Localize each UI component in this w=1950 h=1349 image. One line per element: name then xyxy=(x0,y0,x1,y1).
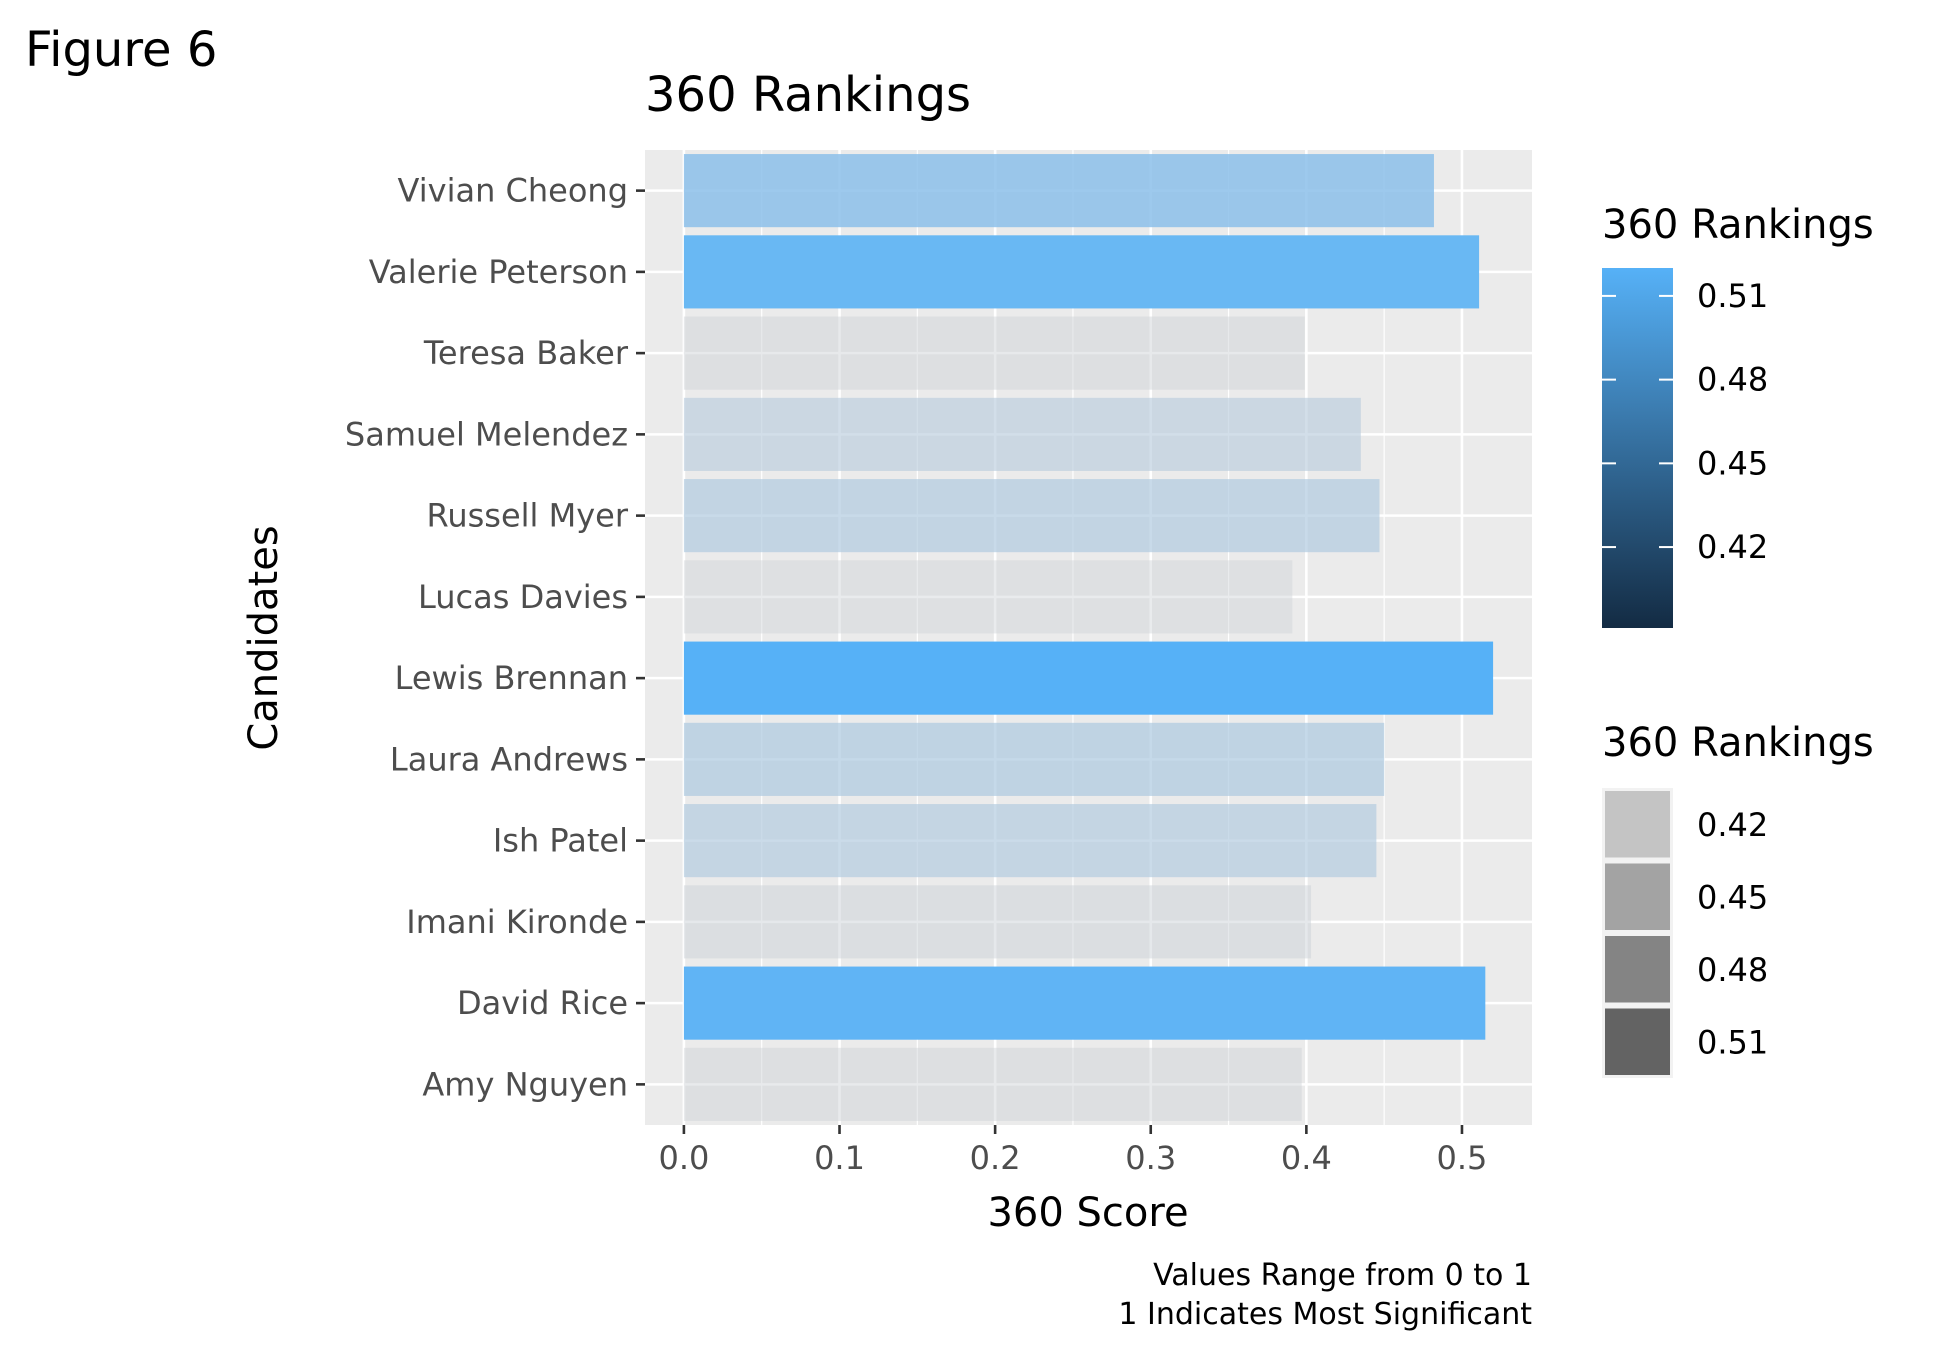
colorbar-tick-label: 0.48 xyxy=(1697,361,1768,399)
y-tick-label: Ish Patel xyxy=(493,822,628,860)
caption-line-2: 1 Indicates Most Significant xyxy=(1118,1297,1532,1332)
alpha-legend-label: 0.51 xyxy=(1697,1024,1768,1062)
caption-line-1: Values Range from 0 to 1 xyxy=(1153,1258,1532,1293)
bar xyxy=(683,235,1480,309)
y-axis: Amy Nguyen David Rice Imani Kironde Ish Pat… xyxy=(345,172,645,1103)
alpha-legend-label: 0.48 xyxy=(1697,951,1768,989)
colorbar-tick-label: 0.51 xyxy=(1697,277,1768,315)
y-tick-label: Vivian Cheong xyxy=(398,172,628,210)
y-tick-label: Laura Andrews xyxy=(390,740,628,778)
colorbar-ticks: 0.42 0.45 0.48 0.51 xyxy=(1602,277,1768,566)
x-tick-label: 0.0 xyxy=(658,1139,709,1177)
bar xyxy=(683,966,1486,1040)
alpha-legend-swatch xyxy=(1605,936,1670,1003)
bar xyxy=(683,641,1494,715)
x-tick-label: 0.4 xyxy=(1281,1139,1332,1177)
y-tick-label: Valerie Peterson xyxy=(369,253,628,291)
y-tick-label: Amy Nguyen xyxy=(422,1065,628,1103)
y-tick-label: David Rice xyxy=(457,984,628,1022)
bar xyxy=(683,804,1377,878)
colorbar-tick-label: 0.45 xyxy=(1697,444,1768,482)
bar xyxy=(683,885,1312,959)
bar xyxy=(683,560,1293,634)
x-tick-label: 0.1 xyxy=(814,1139,865,1177)
figure-label: Figure 6 xyxy=(25,22,217,78)
bar xyxy=(683,316,1305,390)
bars-group xyxy=(683,154,1494,1121)
y-tick-label: Lucas Davies xyxy=(418,578,628,616)
y-axis-title: Candidates xyxy=(241,525,287,750)
chart-title: 360 Rankings xyxy=(645,67,971,123)
colorbar-legend-title: 360 Rankings xyxy=(1602,202,1874,248)
bar xyxy=(683,397,1361,471)
x-tick-label: 0.3 xyxy=(1125,1139,1176,1177)
x-axis-title: 360 Score xyxy=(987,1190,1188,1236)
y-tick-label: Teresa Baker xyxy=(423,334,629,372)
x-tick-label: 0.2 xyxy=(970,1139,1021,1177)
y-tick-label: Samuel Melendez xyxy=(345,415,628,453)
alpha-legend-keys: 0.42 0.45 0.48 0.51 xyxy=(1602,788,1768,1078)
alpha-legend-swatch xyxy=(1605,1008,1670,1075)
colorbar-tick-label: 0.42 xyxy=(1697,528,1768,566)
alpha-legend-swatch xyxy=(1605,863,1670,930)
alpha-legend-swatch xyxy=(1605,791,1670,858)
colorbar-legend: 360 Rankings 0.42 0.45 0.48 0.51 xyxy=(1602,202,1874,628)
y-tick-label: Imani Kironde xyxy=(406,903,628,941)
x-axis: 0.0 0.1 0.2 0.3 0.4 0.5 xyxy=(658,1125,1487,1177)
bar xyxy=(683,722,1385,796)
colorbar xyxy=(1602,268,1673,628)
x-tick-label: 0.5 xyxy=(1437,1139,1488,1177)
grid-minor-lines xyxy=(761,150,1385,1125)
y-tick-label: Russell Myer xyxy=(427,497,629,535)
alpha-legend-label: 0.45 xyxy=(1697,879,1768,917)
alpha-legend: 360 Rankings 0.42 0.45 0.48 0.51 xyxy=(1602,720,1874,1078)
bar xyxy=(683,1047,1302,1121)
bar xyxy=(683,479,1380,553)
bar xyxy=(683,154,1434,228)
alpha-legend-label: 0.42 xyxy=(1697,806,1768,844)
alpha-legend-title: 360 Rankings xyxy=(1602,720,1874,766)
plot-panel xyxy=(645,150,1532,1125)
y-tick-label: Lewis Brennan xyxy=(395,659,628,697)
